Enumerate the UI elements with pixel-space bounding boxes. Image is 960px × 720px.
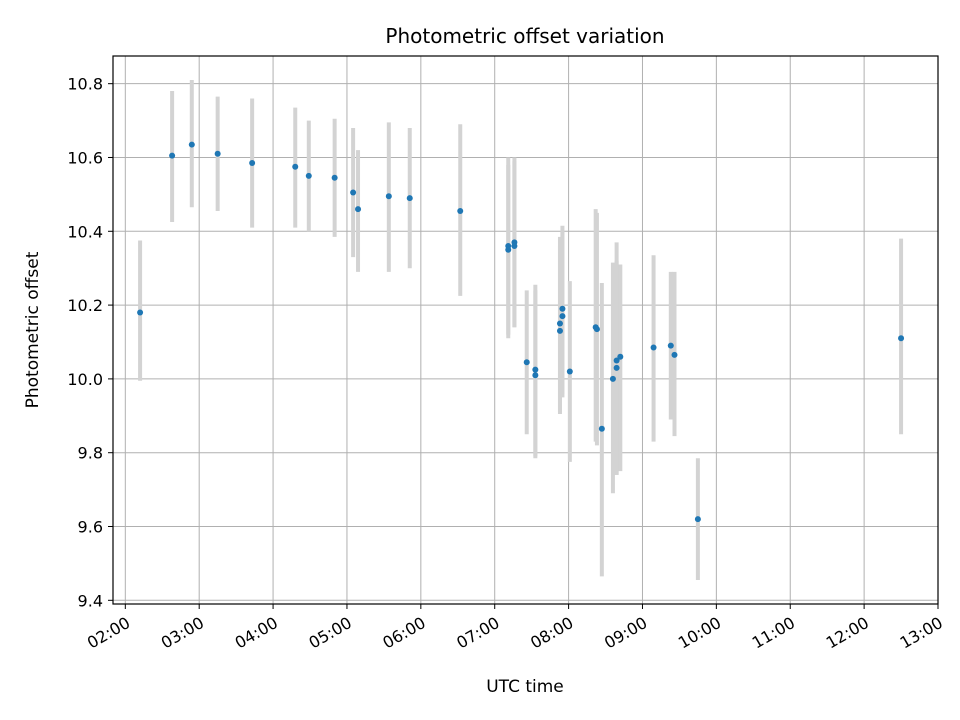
data-point	[556, 327, 563, 334]
x-tick-label: 12:00	[823, 613, 872, 653]
plot-frame	[112, 55, 939, 605]
data-point	[355, 206, 362, 213]
x-tick-label: 07:00	[453, 613, 502, 653]
x-tick-label: 03:00	[158, 613, 207, 653]
x-axis-label: UTC time	[486, 677, 564, 697]
x-tick-label: 02:00	[84, 613, 133, 653]
data-point	[609, 375, 616, 382]
y-tick-label: 10.6	[67, 148, 103, 167]
x-tick-label: 11:00	[749, 613, 798, 653]
data-point	[667, 342, 674, 349]
data-point	[617, 353, 624, 360]
data-point	[556, 320, 563, 327]
chart-title: Photometric offset variation	[385, 24, 664, 48]
y-tick-label: 9.4	[78, 591, 103, 610]
data-point	[249, 160, 256, 167]
data-point	[523, 359, 530, 366]
errorbars	[138, 79, 904, 581]
data-point	[559, 305, 566, 312]
data-point	[457, 207, 464, 214]
y-axis-label: Photometric offset	[23, 251, 43, 408]
data-point	[505, 246, 512, 253]
data-point	[566, 368, 573, 375]
data-point	[169, 152, 176, 159]
x-tick-label: 09:00	[601, 613, 650, 653]
data-point	[613, 357, 620, 364]
x-tick-label: 06:00	[379, 613, 428, 653]
y-axis: 9.4 9.6 9.8 10.0 10.2 10.4 10.6 10.8	[67, 75, 113, 610]
data-point	[511, 239, 518, 246]
data-points	[137, 141, 905, 523]
y-tick-label: 10.4	[67, 222, 103, 241]
data-point	[214, 150, 221, 157]
y-tick-label: 10.0	[67, 370, 103, 389]
x-axis: 02:00 03:00 04:00 05:00 06:00 07:00 08:00 09:00…	[84, 604, 946, 653]
data-point	[350, 189, 357, 196]
x-tick-label: 08:00	[527, 613, 576, 653]
y-tick-label: 10.2	[67, 296, 103, 315]
x-tick-label: 10:00	[675, 613, 724, 653]
data-point	[406, 195, 413, 202]
data-point	[137, 309, 144, 316]
data-point	[305, 172, 312, 179]
y-tick-label: 9.8	[78, 444, 103, 463]
data-point	[331, 174, 338, 181]
data-point	[532, 366, 539, 373]
x-tick-label: 13:00	[897, 613, 946, 653]
x-tick-label: 04:00	[232, 613, 281, 653]
data-point	[385, 193, 392, 200]
data-point	[650, 344, 657, 351]
data-point	[593, 326, 600, 333]
data-point	[694, 516, 701, 523]
data-point	[188, 141, 195, 148]
data-point	[613, 364, 620, 371]
y-tick-label: 10.8	[67, 75, 103, 94]
data-point	[559, 313, 566, 320]
y-tick-label: 9.6	[78, 518, 103, 537]
x-tick-label: 05:00	[306, 613, 355, 653]
data-point	[671, 351, 678, 358]
data-point	[898, 335, 905, 342]
data-point	[292, 163, 299, 170]
data-point	[598, 425, 605, 432]
data-point	[532, 372, 539, 379]
